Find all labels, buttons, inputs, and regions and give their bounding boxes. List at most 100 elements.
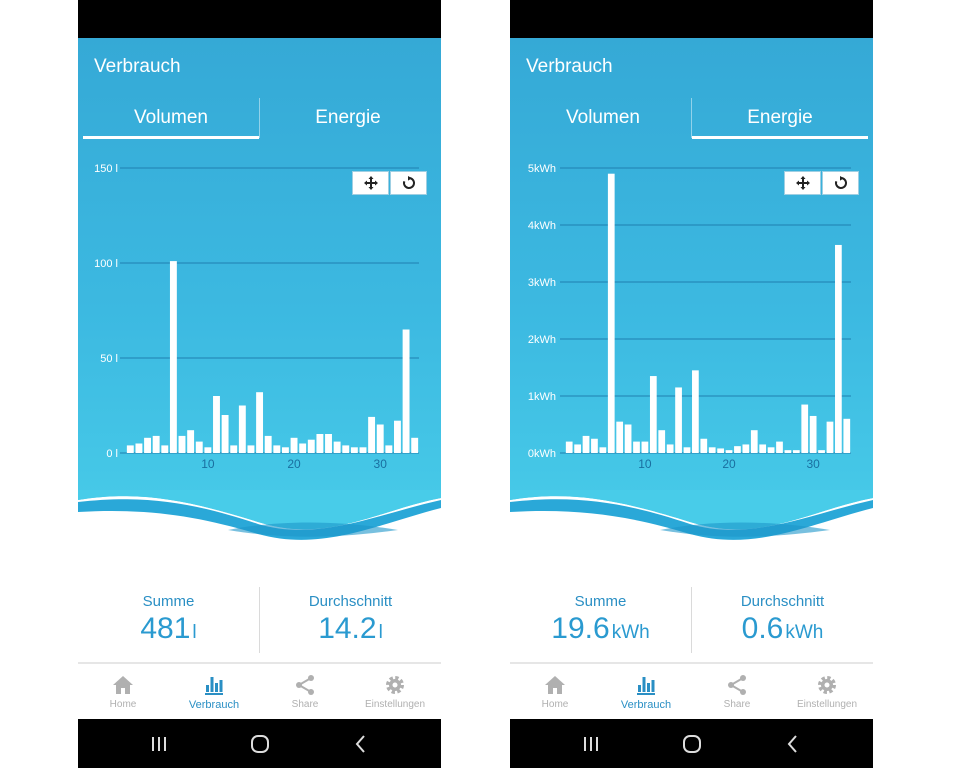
nav-home-label: Home (541, 699, 569, 710)
chart-bar (342, 445, 350, 453)
chart-bar (195, 441, 203, 453)
tab-volumen[interactable]: Volumen (83, 98, 259, 139)
nav-share[interactable]: Share (260, 664, 350, 721)
reset-icon (834, 176, 847, 189)
average-value: 0.6 (741, 612, 784, 645)
chart-panel: Verbrauch Volumen Energie 0 l 50 l 100 l 15… (78, 38, 441, 535)
chart-bar (708, 447, 716, 453)
consumption-chart: 0 l 50 l 100 l 150 l 10 20 30 (78, 163, 441, 483)
y-tick-label: 2kWh (528, 334, 556, 346)
tab-divider (259, 98, 260, 138)
nav-einstellungen[interactable]: Einstellungen (782, 664, 872, 721)
sum-stat: Summe 481 l (78, 585, 259, 646)
nav-verbrauch[interactable]: Verbrauch (601, 664, 691, 721)
chart-bar (591, 438, 598, 453)
system-navigation-bar (510, 719, 873, 768)
bar-chart-icon (637, 677, 655, 695)
stats-panel: Summe 481 l Durchschnitt 14.2 l (78, 585, 441, 659)
pan-button[interactable] (784, 171, 821, 195)
chart-bar (818, 450, 825, 453)
y-tick-label: 0kWh (528, 448, 556, 460)
phone-screen-energie: Verbrauch Volumen Energie 0kWh 1kWh 2kWh 3k… (510, 0, 873, 768)
nav-home[interactable]: Home (78, 664, 168, 721)
chart-bar (273, 445, 281, 453)
tab-volumen[interactable]: Volumen (566, 107, 640, 128)
chart-bar (717, 448, 724, 453)
chart-bar (641, 441, 649, 453)
chart-bar (221, 415, 229, 453)
chart-bar (213, 396, 220, 453)
chart-bar (565, 441, 573, 453)
recent-apps-button[interactable] (144, 731, 174, 757)
average-value-line: 0.6 kWh (692, 612, 873, 646)
back-button[interactable] (778, 731, 808, 757)
chart-bar (402, 329, 410, 453)
x-tick-label: 30 (374, 457, 388, 471)
recent-apps-button[interactable] (576, 731, 606, 757)
tab-energie[interactable]: Energie (315, 107, 381, 128)
nav-verbrauch-label: Verbrauch (188, 699, 240, 711)
sum-value-line: 19.6 kWh (510, 612, 691, 646)
chart-bar (767, 447, 775, 453)
chart-bar (666, 444, 674, 453)
stats-panel: Summe 19.6 kWh Durchschnitt 0.6 kWh (510, 585, 873, 659)
chart-bar (624, 424, 632, 453)
chart-bar (750, 430, 758, 453)
chart-bar (607, 173, 615, 453)
tab-bar: Volumen Energie (83, 98, 436, 139)
pan-button[interactable] (352, 171, 389, 195)
back-icon (787, 735, 797, 753)
sum-stat: Summe 19.6 kWh (510, 585, 691, 646)
chart-bar (325, 434, 332, 453)
average-stat: Durchschnitt 0.6 kWh (692, 585, 873, 646)
reset-icon (402, 176, 415, 189)
home-icon (545, 676, 565, 694)
status-bar (510, 0, 873, 38)
chart-bar (675, 387, 682, 453)
average-label: Durchschnitt (740, 593, 825, 610)
chart-bar (658, 430, 666, 453)
nav-einstellungen[interactable]: Einstellungen (350, 664, 440, 721)
consumption-chart: 0kWh 1kWh 2kWh 3kWh 4kWh 5kWh 10 20 30 (510, 163, 873, 483)
chart-bar (725, 450, 733, 453)
sum-value-line: 481 l (78, 612, 259, 646)
chart-bar (826, 421, 834, 453)
chart-bar (616, 421, 624, 453)
y-tick-label: 0 l (106, 448, 118, 460)
tab-energie[interactable]: Energie (692, 98, 868, 139)
chart-bar (776, 441, 783, 453)
chart-bar (264, 435, 272, 453)
home-system-button[interactable] (677, 731, 707, 757)
chart-tools (352, 171, 430, 195)
y-tick-label: 50 l (100, 353, 118, 365)
chart-bar (742, 444, 750, 453)
bar-chart: 0 l 50 l 100 l 150 l 10 20 30 (94, 163, 419, 471)
nav-share[interactable]: Share (692, 664, 782, 721)
back-button[interactable] (346, 731, 376, 757)
chart-bar (835, 244, 842, 453)
sum-unit: kWh (611, 622, 650, 643)
sum-value: 481 (140, 612, 191, 645)
share-icon (296, 675, 314, 695)
sum-label: Summe (142, 593, 195, 610)
chart-bar (792, 450, 800, 453)
home-system-button[interactable] (245, 731, 275, 757)
chart-bar (843, 418, 851, 453)
chart-bar (376, 424, 384, 453)
chart-bar (161, 445, 169, 453)
chart-panel: Verbrauch Volumen Energie 0kWh 1kWh 2kWh 3k… (510, 38, 873, 535)
chart-bar (333, 441, 341, 453)
average-label: Durchschnitt (308, 593, 393, 610)
nav-verbrauch[interactable]: Verbrauch (169, 664, 259, 721)
nav-home[interactable]: Home (510, 664, 600, 721)
chart-bar (187, 430, 195, 453)
stats-divider (259, 587, 260, 653)
reset-zoom-button[interactable] (822, 171, 859, 195)
y-tick-label: 5kWh (528, 163, 556, 175)
phone-screen-volumen: Verbrauch Volumen Energie 0 l 50 l 100 l 15… (78, 0, 441, 768)
gear-icon (818, 676, 836, 694)
x-tick-label: 10 (201, 457, 215, 471)
sum-label: Summe (574, 593, 627, 610)
reset-zoom-button[interactable] (390, 171, 427, 195)
average-value: 14.2 (318, 612, 377, 645)
